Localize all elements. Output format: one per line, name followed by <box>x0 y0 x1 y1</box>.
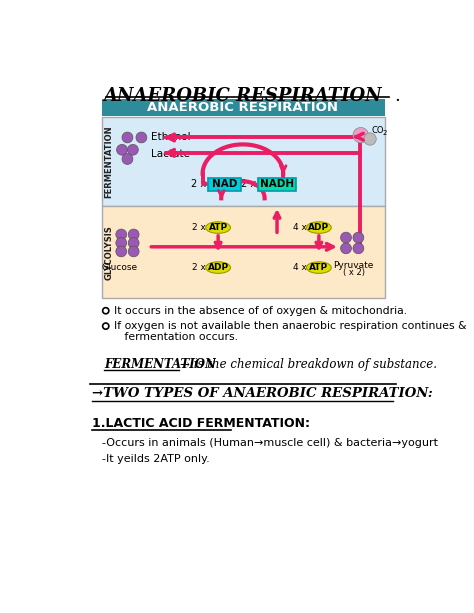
Circle shape <box>116 229 127 240</box>
Text: GLYCOLYSIS: GLYCOLYSIS <box>104 225 113 280</box>
Text: Glucose: Glucose <box>101 263 138 272</box>
Text: -Occurs in animals (Human→muscle cell) & bacteria→yogurt: -Occurs in animals (Human→muscle cell) &… <box>102 438 438 448</box>
Text: Pyruvate: Pyruvate <box>334 261 374 270</box>
Circle shape <box>122 154 133 164</box>
Text: ADP: ADP <box>308 223 329 232</box>
Text: 2 x: 2 x <box>241 180 256 189</box>
Text: -It yeilds 2ATP only.: -It yeilds 2ATP only. <box>102 454 210 463</box>
Circle shape <box>136 132 147 143</box>
Circle shape <box>128 238 139 248</box>
Circle shape <box>116 246 127 257</box>
Text: is the chemical breakdown of substance.: is the chemical breakdown of substance. <box>190 358 437 371</box>
Ellipse shape <box>307 262 331 273</box>
Circle shape <box>128 246 139 257</box>
Text: FERMENTATION: FERMENTATION <box>104 126 113 198</box>
Text: It occurs in the absence of of oxygen & mitochondria.: It occurs in the absence of of oxygen & … <box>113 306 407 316</box>
Text: 2: 2 <box>383 130 387 136</box>
Text: CO: CO <box>372 126 384 135</box>
Text: 4 x: 4 x <box>292 223 307 232</box>
Circle shape <box>116 238 127 248</box>
Text: ATP: ATP <box>310 263 328 272</box>
Circle shape <box>128 229 139 240</box>
Text: 2 x: 2 x <box>192 263 206 272</box>
FancyBboxPatch shape <box>208 178 241 191</box>
Text: fermentation occurs.: fermentation occurs. <box>113 332 237 342</box>
Text: →TWO TYPES OF ANAEROBIC RESPIRATION:: →TWO TYPES OF ANAEROBIC RESPIRATION: <box>92 387 433 400</box>
Text: Ethanol: Ethanol <box>151 132 191 142</box>
Circle shape <box>122 132 133 143</box>
Circle shape <box>117 145 128 155</box>
Text: 2 x: 2 x <box>191 180 206 189</box>
Bar <box>102 118 385 206</box>
Circle shape <box>341 243 351 254</box>
Text: ATP: ATP <box>209 223 228 232</box>
Text: Lactate: Lactate <box>151 150 190 159</box>
Circle shape <box>103 323 109 329</box>
Circle shape <box>128 145 138 155</box>
Bar <box>102 99 385 116</box>
Circle shape <box>364 133 376 145</box>
Ellipse shape <box>206 222 230 234</box>
Text: 1.LACTIC ACID FERMENTATION:: 1.LACTIC ACID FERMENTATION: <box>92 417 310 430</box>
Circle shape <box>341 232 351 243</box>
Circle shape <box>353 232 364 243</box>
Bar <box>102 206 385 299</box>
Text: NAD: NAD <box>211 180 237 189</box>
Circle shape <box>103 308 109 314</box>
Ellipse shape <box>206 262 230 273</box>
Text: →: → <box>179 358 189 371</box>
Circle shape <box>353 243 364 254</box>
Text: ANAEROBIC RESPIRATION: ANAEROBIC RESPIRATION <box>104 88 382 105</box>
Text: FERMENTATION: FERMENTATION <box>104 358 216 371</box>
Text: ADP: ADP <box>208 263 228 272</box>
Circle shape <box>353 128 368 143</box>
Text: If oxygen is not available then anaerobic respiration continues &: If oxygen is not available then anaerobi… <box>113 321 466 331</box>
Text: .: . <box>394 88 400 105</box>
Text: 4 x: 4 x <box>292 263 307 272</box>
Text: ANAEROBIC RESPIRATION: ANAEROBIC RESPIRATION <box>147 101 338 114</box>
Text: ( x 2): ( x 2) <box>343 268 365 277</box>
Ellipse shape <box>307 222 331 234</box>
Text: NADH: NADH <box>260 180 294 189</box>
Text: 2 x: 2 x <box>192 223 206 232</box>
FancyBboxPatch shape <box>258 178 296 191</box>
